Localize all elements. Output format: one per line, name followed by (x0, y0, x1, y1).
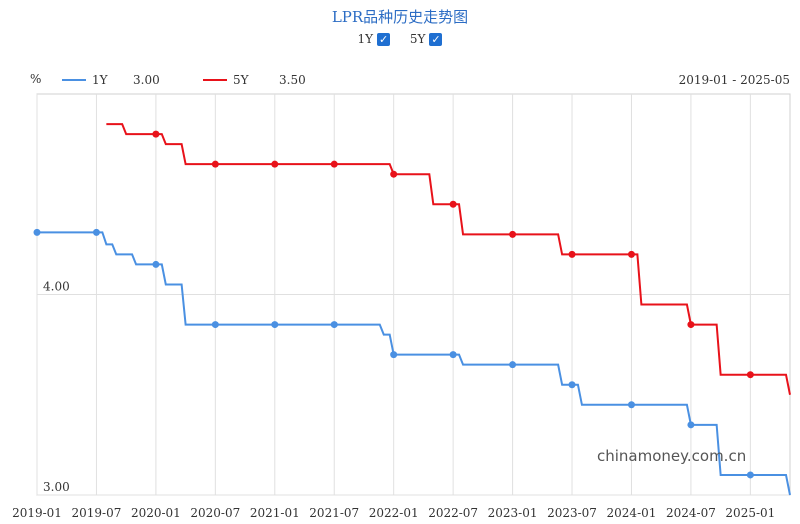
legend-5y-name: 5Y (233, 73, 250, 87)
data-point-5y (687, 321, 695, 329)
series-toggles: 1Y ✓ 5Y ✓ (0, 32, 800, 46)
checkbox-checked-icon[interactable]: ✓ (377, 32, 391, 46)
x-tick-label: 2019-01 (12, 506, 62, 520)
data-point-1y (33, 228, 41, 236)
data-point-5y (746, 371, 754, 379)
x-tick-label: 2019-07 (72, 506, 122, 520)
x-tick-label: 2022-01 (369, 506, 419, 520)
legend-5y[interactable]: 5Y 3.50 (203, 73, 306, 87)
x-tick-label: 2021-01 (250, 506, 300, 520)
data-point-5y (627, 250, 635, 258)
legend-5y-value: 3.50 (279, 73, 306, 87)
y-unit-label: % (30, 72, 41, 86)
y-tick-label: 3.00 (43, 480, 70, 494)
checkbox-checked-icon[interactable]: ✓ (429, 32, 443, 46)
data-point-1y (687, 421, 695, 429)
data-point-5y (330, 160, 338, 168)
data-point-1y (568, 381, 576, 389)
x-tick-label: 2024-07 (666, 506, 716, 520)
chart-labels: 2019-01 2019-07 2020-01 2020-07 2021-01 2021-… (12, 280, 775, 521)
watermark: chinamoney.com.cn (597, 447, 746, 465)
chart-grid (36, 93, 791, 496)
x-tick-label: 2024-01 (607, 506, 657, 520)
toggle-1y-label: 1Y (357, 32, 374, 46)
data-point-1y (509, 361, 517, 369)
data-point-1y (627, 401, 635, 409)
x-tick-label: 2021-07 (309, 506, 359, 520)
data-point-5y (449, 200, 457, 208)
legend-1y[interactable]: 1Y 3.00 (62, 73, 160, 87)
data-point-1y (92, 228, 100, 236)
toggle-5y[interactable]: 5Y ✓ (410, 32, 443, 46)
toggle-1y[interactable]: 1Y ✓ (358, 32, 391, 46)
data-point-5y (568, 250, 576, 258)
chart-title: LPR品种历史走势图 (331, 8, 469, 26)
data-point-1y (152, 260, 160, 268)
x-tick-label: 2023-01 (488, 506, 538, 520)
data-point-5y (271, 160, 279, 168)
y-tick-label: 4.00 (43, 280, 70, 294)
chart-series (37, 123, 791, 496)
data-point-1y (211, 321, 219, 329)
data-point-1y (746, 471, 754, 479)
data-point-1y (390, 351, 398, 359)
series-line-1y (37, 231, 791, 496)
data-point-5y (211, 160, 219, 168)
x-tick-label: 2025-01 (725, 506, 775, 520)
data-point-5y (390, 170, 398, 178)
series-line-5y (106, 123, 791, 395)
toggle-5y-label: 5Y (409, 32, 426, 46)
legend-1y-name: 1Y (92, 73, 109, 87)
date-range-label: 2019-01 - 2025-05 (679, 73, 790, 87)
x-tick-label: 2022-07 (428, 506, 478, 520)
data-point-5y (509, 230, 517, 238)
chart-markers (33, 130, 754, 479)
legend-1y-value: 3.00 (133, 73, 160, 87)
data-point-1y (271, 321, 279, 329)
data-point-5y (152, 130, 160, 138)
x-tick-label: 2020-01 (131, 506, 181, 520)
data-point-1y (330, 321, 338, 329)
data-point-1y (449, 351, 457, 359)
x-tick-label: 2020-07 (190, 506, 240, 520)
x-tick-label: 2023-07 (547, 506, 597, 520)
